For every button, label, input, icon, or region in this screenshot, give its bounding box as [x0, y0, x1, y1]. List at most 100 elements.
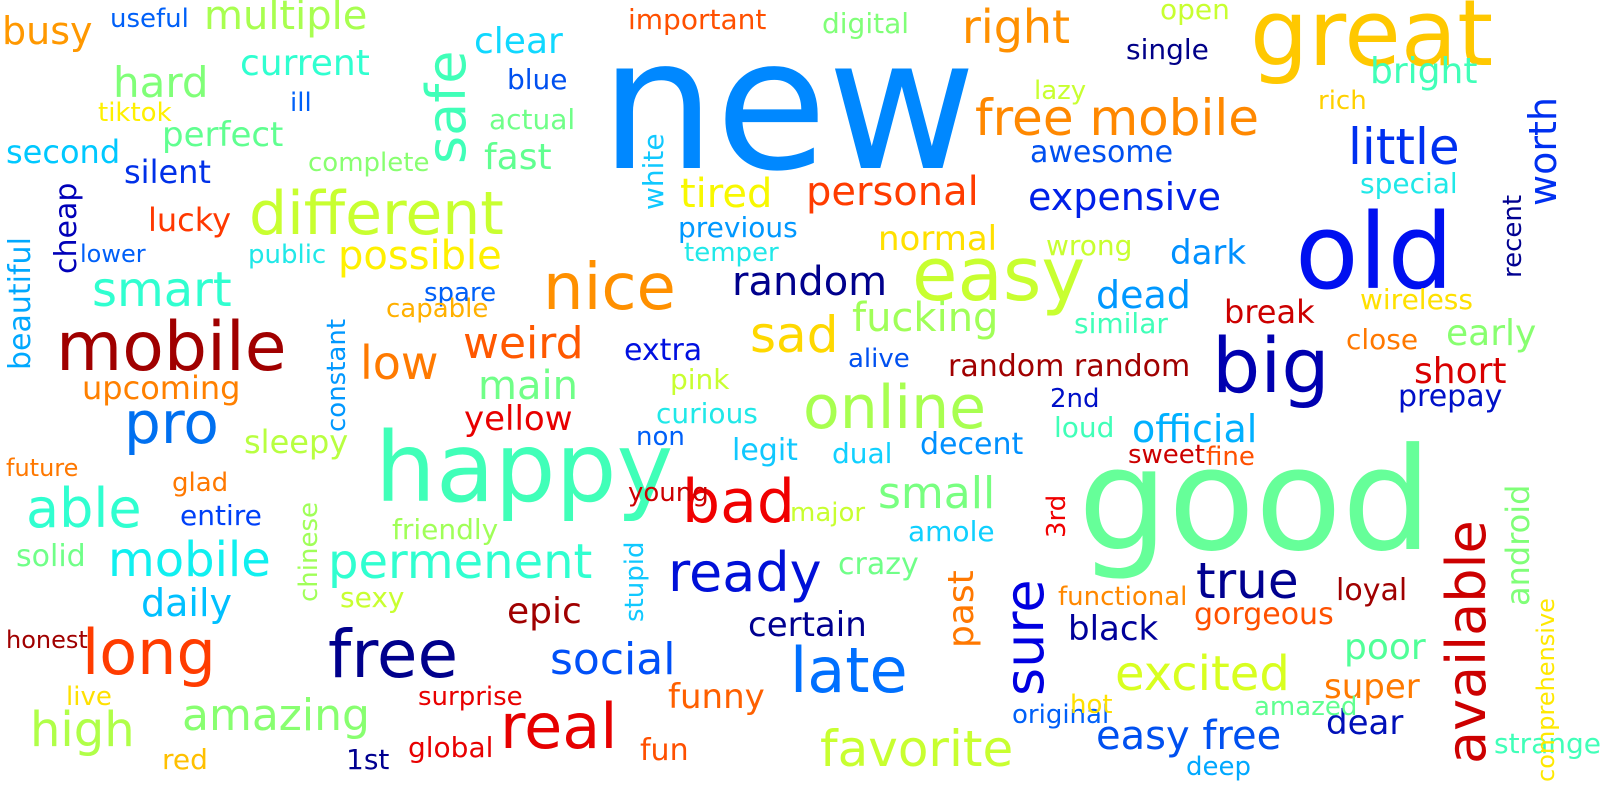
word-close: close: [1346, 323, 1419, 356]
word-smart: smart: [92, 262, 232, 318]
word-young: major: [790, 498, 866, 528]
word-short: short: [1414, 351, 1507, 392]
word-sure: sure: [993, 579, 1056, 696]
word-available: available: [1435, 520, 1498, 764]
word-multiple: multiple: [204, 0, 368, 39]
word-low: low: [360, 336, 439, 390]
word-2nd: loud: [1054, 411, 1115, 444]
word-strange: rich: [1318, 86, 1367, 116]
word-silent: silent: [124, 153, 211, 191]
word-epic: epic: [507, 591, 582, 632]
word-easy: easy: [912, 232, 1086, 318]
word-dead: dead: [1096, 273, 1191, 317]
word-old: old: [1295, 191, 1454, 313]
word-random-random: random random: [948, 349, 1191, 384]
word-non: young: [628, 478, 709, 508]
word-extra: extra: [624, 333, 703, 368]
word-red: 1st: [346, 743, 390, 776]
word-useful: tiktok: [98, 98, 172, 128]
word-busy: busy: [2, 9, 93, 53]
word-new: new: [600, 0, 977, 211]
word-free: free: [328, 616, 459, 693]
word-real: real: [500, 690, 618, 763]
word-dual: non: [636, 422, 685, 452]
word-weird: weird: [463, 318, 584, 369]
word-bad: bad: [682, 467, 795, 537]
word-blue: blue: [507, 63, 568, 96]
word-black: black: [1068, 609, 1159, 649]
word-mobile-large: mobile: [56, 308, 287, 387]
word-pro: pro: [124, 389, 219, 457]
word-current: current: [240, 43, 370, 84]
word-amazing: amazing: [182, 690, 370, 741]
word-big: big: [1212, 321, 1330, 410]
word-second: second: [6, 133, 121, 171]
word-main: main: [478, 363, 578, 409]
word-amole: amole: [908, 515, 995, 548]
word-future: glad: [172, 468, 229, 498]
word-pink: alive: [848, 344, 910, 374]
word-social: social: [550, 634, 676, 685]
word-original: hot: [1070, 690, 1113, 720]
word-white: white: [637, 133, 670, 210]
word-loyal: loyal: [1336, 573, 1408, 608]
word-mobile-teal: mobile: [108, 532, 271, 588]
word-alive: wrong: [1046, 229, 1133, 262]
word-chinese: chinese: [294, 501, 324, 602]
word-break: break: [1224, 293, 1315, 331]
word-early: early: [1446, 313, 1537, 354]
word-amazed: functional: [1058, 582, 1188, 612]
word-major: future: [6, 454, 79, 482]
word-capable: pink: [670, 363, 730, 396]
word-perfect: perfect: [162, 115, 284, 155]
word-lower: public: [248, 240, 327, 270]
word-right: right: [962, 0, 1071, 54]
word-ill: complete: [308, 148, 430, 178]
word-possible: possible: [338, 233, 502, 279]
word-random: random: [732, 259, 888, 305]
word-yellow: yellow: [464, 399, 573, 439]
word-permenent: permenent: [328, 534, 593, 590]
word-similar: 2nd: [1050, 384, 1100, 414]
word-special: special: [1360, 167, 1458, 200]
word-glad: solid: [16, 539, 86, 574]
word-sweet: fine: [1206, 442, 1255, 472]
word-fine: legit: [732, 433, 798, 468]
word-happy: happy: [375, 412, 674, 524]
word-ready: ready: [668, 541, 822, 604]
word-live: surprise: [418, 682, 523, 712]
word-friendly: sexy: [340, 581, 405, 614]
word-legit: dual: [832, 437, 893, 470]
word-nice: nice: [543, 251, 676, 325]
word-dear: dear: [1326, 703, 1404, 743]
word-excited: excited: [1115, 646, 1290, 702]
word-functional: deep: [1186, 752, 1251, 782]
word-sleepy: sleepy: [244, 423, 349, 461]
word-tiktok: ill: [290, 88, 312, 118]
word-true: true: [1196, 552, 1299, 610]
word-certain: certain: [748, 605, 867, 645]
word-decent: decent: [920, 427, 1024, 462]
word-solid: friendly: [392, 513, 499, 546]
word-little: little: [1348, 118, 1460, 176]
word-official: official: [1132, 407, 1258, 451]
word-previous: temper: [684, 238, 779, 268]
word-beautiful: beautiful: [3, 237, 38, 370]
word-honest: live: [66, 682, 112, 712]
word-bright: bright: [1370, 51, 1478, 92]
word-3rd: 3rd: [1042, 494, 1072, 538]
word-spare: capable: [386, 294, 489, 324]
word-late: late: [790, 634, 908, 707]
word-public: previous: [678, 211, 798, 244]
word-expensive: expensive: [1028, 175, 1222, 219]
word-past: past: [941, 570, 982, 648]
word-upcoming: upcoming: [82, 369, 241, 407]
word-personal: personal: [806, 169, 979, 215]
word-easy-free: easy free: [1096, 713, 1282, 759]
word-open: open: [1160, 0, 1230, 26]
word-entire: entire: [180, 499, 262, 532]
word-curious: curious: [656, 397, 758, 430]
word-single: single: [1126, 33, 1209, 66]
word-android: android: [1499, 484, 1537, 606]
